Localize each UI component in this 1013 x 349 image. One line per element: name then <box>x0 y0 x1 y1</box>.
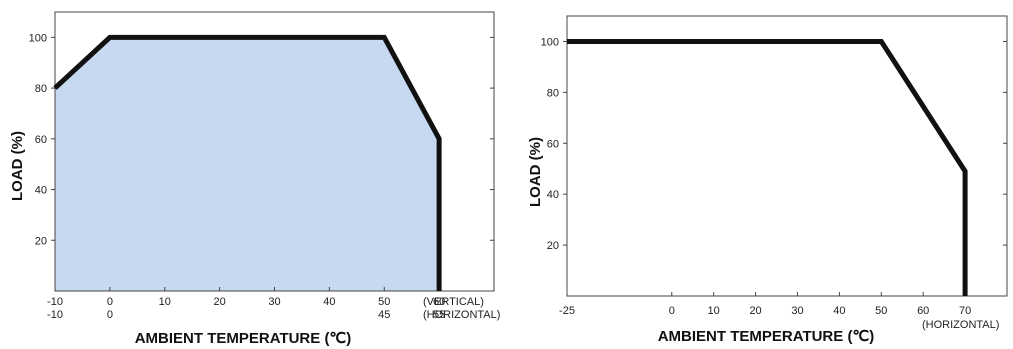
chart-1-y-ticks: 20 40 60 80 100 <box>29 32 494 247</box>
chart-1-x-tick-label-vertical: 40 <box>323 296 335 308</box>
chart-1-x-tick-label-vertical: 10 <box>159 296 171 308</box>
chart-1-x-tick-label-horizontal: 55 <box>433 309 445 321</box>
chart-2-x-ticks: -25 0 10 20 30 40 50 60 70 <box>559 292 971 317</box>
chart-2-x-tick-label: -25 <box>559 305 575 317</box>
chart-2-x-tick-label: 70 <box>959 305 971 317</box>
chart-1-y-tick-label: 20 <box>35 235 47 247</box>
chart-2-x-tick-label: 60 <box>917 305 929 317</box>
chart-2-y-tick-label: 100 <box>541 36 559 48</box>
chart-2-y-ticks: 20 40 60 80 100 <box>541 36 1007 252</box>
chart-1-horizontal-label: (HORIZONTAL) <box>423 309 500 321</box>
chart-1-y-tick-label: 60 <box>35 134 47 146</box>
chart-1-x-tick-label-vertical: 0 <box>107 296 113 308</box>
chart-1-y-tick-label: 100 <box>29 32 47 44</box>
chart-2-y-axis-label: LOAD (%) <box>527 137 544 207</box>
chart-2-plot-frame <box>566 15 1008 297</box>
chart-2-x-tick-label: 0 <box>669 305 675 317</box>
chart-1-x-axis-label: AMBIENT TEMPERATURE (℃) <box>135 330 352 347</box>
chart-2-y-tick-label: 60 <box>547 138 559 150</box>
chart-2-x-tick-label: 50 <box>875 305 887 317</box>
chart-2-y-tick-label: 40 <box>547 189 559 201</box>
chart-1-y-tick-label: 80 <box>35 83 47 95</box>
chart-2-x-axis-label: AMBIENT TEMPERATURE (℃) <box>658 328 875 345</box>
chart-1-x-tick-label-vertical: 20 <box>214 296 226 308</box>
chart-1-x-tick-label-vertical: 30 <box>268 296 280 308</box>
chart-2-x-tick-label: 10 <box>708 305 720 317</box>
chart-1-x-tick-label-horizontal: -10 <box>47 309 63 321</box>
chart-2: 20 40 60 80 100 -25 0 10 20 30 40 50 60 70 (HORIZONT… <box>527 15 1008 345</box>
chart-1-x-tick-label-horizontal: 45 <box>378 309 390 321</box>
chart-1-y-axis-label: LOAD (%) <box>9 131 26 201</box>
chart-2-horizontal-label: (HORIZONTAL) <box>922 319 999 331</box>
chart-2-derating-curve <box>567 38 968 296</box>
chart-1-x-tick-label-horizontal: 0 <box>107 309 113 321</box>
chart-2-x-tick-label: 20 <box>749 305 761 317</box>
chart-1-x-tick-label-vertical: 60 <box>433 296 445 308</box>
chart-1-x-tick-label-vertical: 50 <box>378 296 390 308</box>
chart-2-x-tick-label: 30 <box>791 305 803 317</box>
chart-1-safe-area <box>55 37 440 292</box>
chart-2-y-tick-label: 20 <box>547 240 559 252</box>
chart-2-y-tick-label: 80 <box>547 87 559 99</box>
chart-1-x-tick-label-vertical: -10 <box>47 296 63 308</box>
chart-1-y-tick-label: 40 <box>35 185 47 197</box>
chart-1-vertical-label: (VERTICAL) <box>423 296 484 308</box>
chart-2-x-tick-label: 40 <box>833 305 845 317</box>
chart-1-derating-curve <box>53 34 442 291</box>
